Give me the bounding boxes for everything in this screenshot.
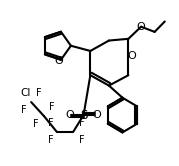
Text: F: F xyxy=(79,135,85,145)
Text: F: F xyxy=(48,118,53,128)
Text: S: S xyxy=(80,109,87,122)
Text: F: F xyxy=(79,118,85,128)
Text: O: O xyxy=(127,51,136,61)
Text: O: O xyxy=(54,56,63,66)
Text: F: F xyxy=(48,135,53,145)
Text: F: F xyxy=(33,119,39,129)
Text: F: F xyxy=(37,87,42,98)
Text: O: O xyxy=(66,110,74,120)
Text: F: F xyxy=(21,105,26,115)
Text: O: O xyxy=(92,110,101,120)
Text: Cl: Cl xyxy=(21,87,31,98)
Text: O: O xyxy=(137,22,146,32)
Text: F: F xyxy=(49,102,54,112)
